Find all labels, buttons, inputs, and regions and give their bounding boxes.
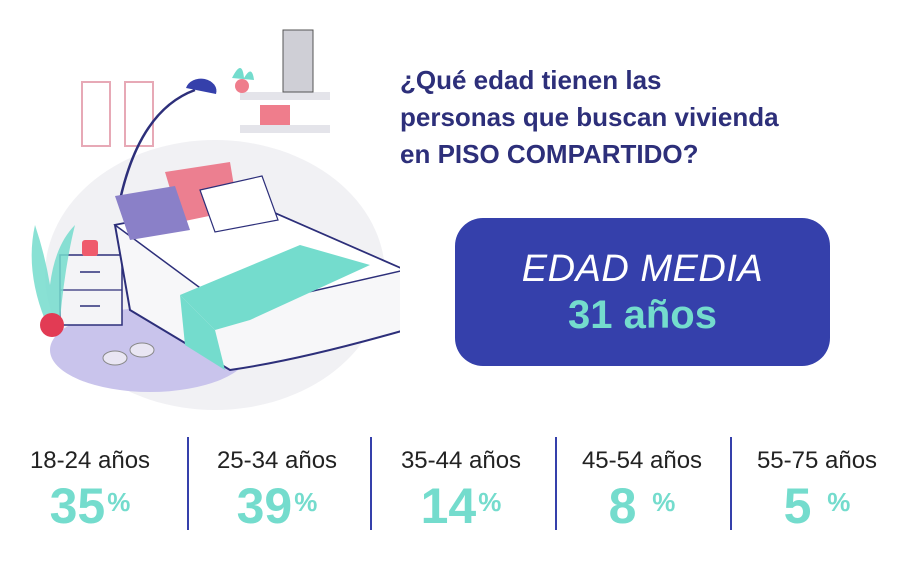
percent-sign: % (294, 487, 318, 517)
percent-sign: % (827, 487, 851, 517)
age-group-1: 18-24 años 35% (0, 437, 180, 533)
age-percentage: 35% (49, 478, 131, 534)
percent-sign: % (652, 487, 676, 517)
shelf-bottom (240, 125, 330, 133)
shelf-picture (260, 105, 290, 125)
question-line-2: personas que buscan vivienda (400, 102, 779, 132)
shelf-pot (235, 79, 249, 93)
blanket-fold (180, 295, 225, 370)
age-group-2: 25-34 años 39% (187, 437, 367, 533)
blanket (180, 245, 370, 330)
average-age-label: EDAD MEDIA (521, 248, 764, 290)
slipper-left (102, 350, 128, 366)
lamp-head (186, 78, 217, 94)
age-range-label: 35-44 años (400, 447, 522, 474)
wall-frame-left (81, 81, 111, 147)
age-group-4: 45-54 años 8 % (552, 437, 732, 533)
age-range-label: 25-34 años (216, 447, 338, 474)
shelf-frame (282, 29, 314, 93)
average-age-box: EDAD MEDIA 31 años (455, 218, 830, 366)
average-age-value: 31 años (568, 293, 717, 337)
age-range-label: 55-75 años (756, 447, 878, 474)
percent-sign: % (478, 487, 502, 517)
mug (82, 240, 98, 256)
shelf-plant (232, 68, 254, 80)
pillow-striped (199, 175, 279, 233)
age-range-label: 45-54 años (581, 447, 703, 474)
slipper-right (129, 342, 155, 358)
plant-pot (40, 313, 64, 337)
age-range-label: 18-24 años (29, 447, 151, 474)
age-percentage: 39% (236, 478, 318, 534)
question-line-1: ¿Qué edad tienen las (400, 65, 662, 95)
column-divider (370, 437, 372, 530)
percent-sign: % (107, 487, 131, 517)
pillow-purple (115, 186, 190, 240)
bedroom-illustration (31, 29, 400, 410)
question-title: ¿Qué edad tienen las personas que buscan… (400, 62, 870, 173)
lamp-arm (118, 88, 196, 201)
wall-frame-right (124, 81, 154, 147)
age-percentage: 14% (420, 478, 502, 534)
age-group-3: 35-44 años 14% (371, 437, 551, 533)
column-divider (555, 437, 557, 530)
age-distribution: 18-24 años 35% 25-34 años 39% 35-44 años 14% 4… (0, 437, 900, 533)
column-divider (730, 437, 732, 530)
shelf-top (240, 92, 330, 100)
column-divider (187, 437, 189, 530)
floor-plant (31, 225, 76, 320)
question-line-3: en PISO COMPARTIDO? (400, 139, 699, 169)
age-percentage: 8 % (608, 478, 676, 534)
age-group-5: 55-75 años 5 % (727, 437, 900, 533)
age-percentage: 5 % (783, 478, 851, 534)
